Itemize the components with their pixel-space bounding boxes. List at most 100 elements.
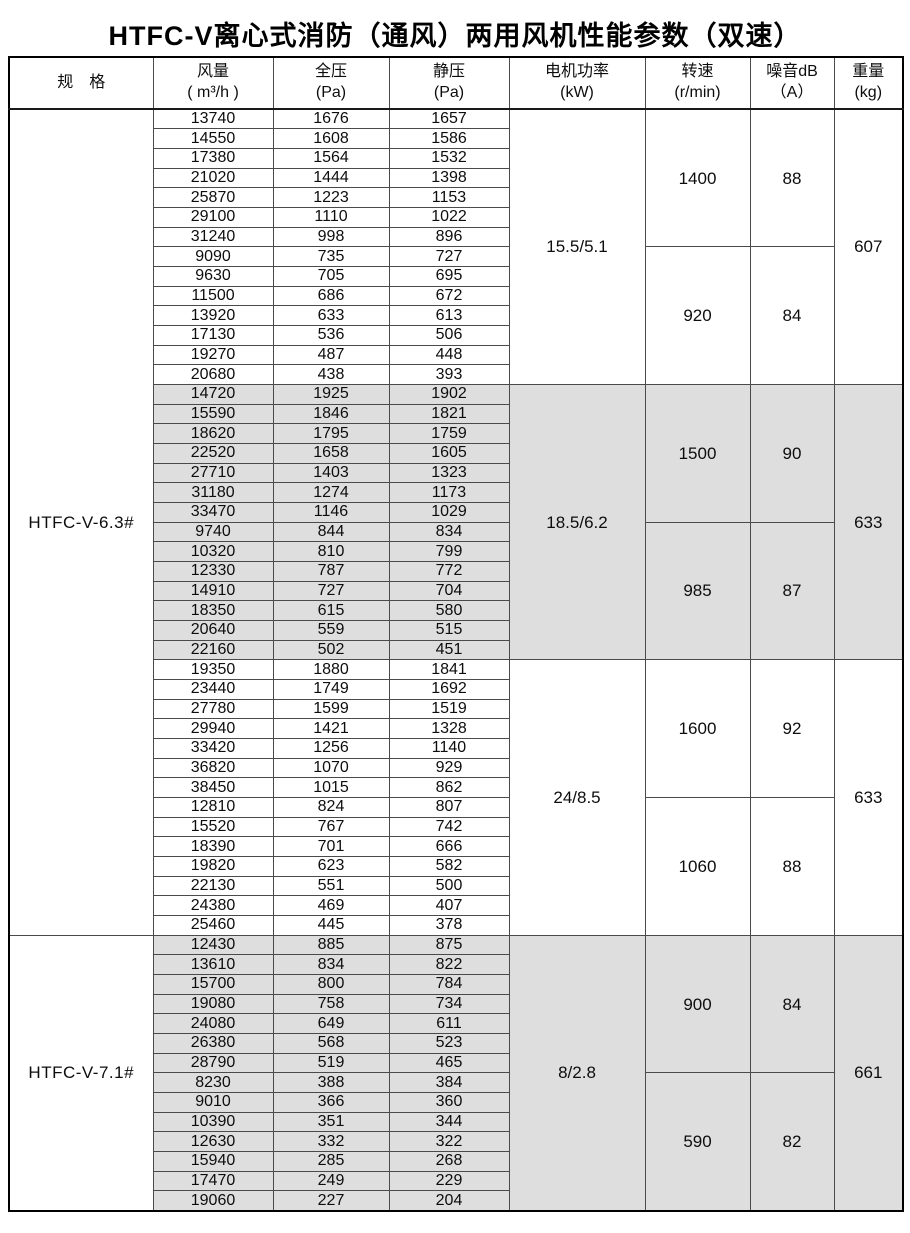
total-pressure-cell: 1403 — [272, 462, 390, 484]
static-pressure-cell: 1022 — [388, 206, 510, 228]
total-pressure-cell: 1444 — [272, 167, 390, 189]
power-cell: 24/8.5 — [508, 659, 646, 936]
total-pressure-cell: 551 — [272, 875, 390, 897]
table-row: 18390 701 666 — [9, 836, 903, 858]
table-row: 31180 1274 1173 — [9, 482, 903, 503]
airflow-cell: 17470 — [152, 1170, 274, 1192]
airflow-cell: 14910 — [152, 580, 274, 602]
total-pressure-cell: 1608 — [272, 128, 390, 149]
static-pressure-cell: 1519 — [388, 698, 510, 720]
header-speed: 转速 (r/min) — [644, 56, 751, 110]
total-pressure-cell: 767 — [272, 816, 390, 838]
table-row: 28790 519 465 — [9, 1052, 903, 1074]
table-row: 27710 1403 1323 — [9, 462, 903, 484]
total-pressure-cell: 727 — [272, 580, 390, 602]
table-row: 12330 787 772 — [9, 560, 903, 582]
header-motor-power-line1: 电机功率 — [544, 63, 609, 81]
total-pressure-cell: 1925 — [272, 383, 390, 405]
table-row: HTFC-V-7.1# 12430 885 875 8/2.8 900 84 661 — [8, 934, 904, 1212]
table-row: 29100 1110 1022 — [9, 206, 903, 228]
header-total-pressure-line1: 全压 — [314, 63, 347, 81]
weight-cell: 633 — [833, 383, 904, 661]
airflow-cell: 10390 — [152, 1111, 274, 1133]
total-pressure-cell: 351 — [272, 1111, 390, 1133]
airflow-cell: 22130 — [152, 875, 274, 897]
airflow-cell: 22520 — [152, 442, 274, 464]
total-pressure-cell: 701 — [272, 836, 390, 858]
static-pressure-cell: 1692 — [388, 678, 510, 700]
header-weight: 重量 (kg) — [833, 56, 904, 110]
weight-cell: 633 — [833, 659, 904, 936]
total-pressure-cell: 332 — [272, 1131, 390, 1153]
header-airflow-line2: ( m³/h ) — [187, 84, 239, 101]
airflow-cell: 24380 — [152, 895, 274, 917]
static-pressure-cell: 1140 — [388, 738, 510, 759]
static-pressure-cell: 229 — [388, 1170, 510, 1192]
airflow-cell: 9630 — [152, 265, 274, 287]
table-row: 29940 1421 1328 — [9, 718, 903, 739]
static-pressure-cell: 393 — [388, 364, 510, 385]
static-pressure-cell: 1173 — [388, 482, 510, 503]
static-pressure-cell: 448 — [388, 344, 510, 366]
airflow-cell: 9740 — [152, 521, 274, 543]
static-pressure-cell: 344 — [388, 1111, 510, 1133]
static-pressure-cell: 465 — [388, 1052, 510, 1074]
static-pressure-cell: 1821 — [388, 403, 510, 425]
noise-cell: 84 — [749, 934, 835, 1074]
airflow-cell: 27780 — [152, 698, 274, 720]
total-pressure-cell: 885 — [272, 934, 390, 956]
static-pressure-cell: 204 — [388, 1190, 510, 1212]
speed-cell: 1060 — [644, 797, 751, 936]
static-pressure-cell: 1153 — [388, 187, 510, 208]
airflow-cell: 15520 — [152, 816, 274, 838]
header-spec: 规 格 — [8, 56, 154, 110]
airflow-cell: 31240 — [152, 226, 274, 248]
airflow-cell: 33470 — [152, 501, 274, 523]
total-pressure-cell: 844 — [272, 521, 390, 543]
airflow-cell: 8230 — [152, 1072, 274, 1094]
total-pressure-cell: 568 — [272, 1033, 390, 1054]
table-row: 15590 1846 1821 — [9, 403, 903, 425]
static-pressure-cell: 772 — [388, 560, 510, 582]
table-row: 12630 332 322 — [9, 1131, 903, 1153]
table-row: 22520 1658 1605 — [9, 442, 903, 464]
airflow-cell: 18350 — [152, 600, 274, 621]
table-row: 20640 559 515 — [9, 619, 903, 641]
static-pressure-cell: 834 — [388, 521, 510, 543]
header-noise: 噪音dB （A） — [749, 56, 835, 110]
static-pressure-cell: 1398 — [388, 167, 510, 189]
table-row: 19820 623 582 — [9, 856, 903, 877]
static-pressure-cell: 582 — [388, 856, 510, 877]
airflow-cell: 19060 — [152, 1190, 274, 1212]
static-pressure-cell: 1328 — [388, 718, 510, 739]
power-cell: 15.5/5.1 — [508, 108, 646, 385]
total-pressure-cell: 388 — [272, 1072, 390, 1094]
static-pressure-cell: 666 — [388, 836, 510, 858]
table-row: 19080 758 734 — [9, 993, 903, 1015]
static-pressure-cell: 704 — [388, 580, 510, 602]
speed-cell: 1400 — [644, 108, 751, 248]
airflow-cell: 17380 — [152, 147, 274, 169]
table-row: 36820 1070 929 — [9, 757, 903, 779]
airflow-cell: 33420 — [152, 738, 274, 759]
static-pressure-cell: 742 — [388, 816, 510, 838]
airflow-cell: 15590 — [152, 403, 274, 425]
static-pressure-cell: 784 — [388, 974, 510, 995]
airflow-cell: 23440 — [152, 678, 274, 700]
total-pressure-cell: 623 — [272, 856, 390, 877]
static-pressure-cell: 727 — [388, 246, 510, 267]
speed-cell: 900 — [644, 934, 751, 1074]
static-pressure-cell: 407 — [388, 895, 510, 917]
total-pressure-cell: 800 — [272, 974, 390, 995]
total-pressure-cell: 787 — [272, 560, 390, 582]
airflow-cell: 9010 — [152, 1092, 274, 1113]
weight-cell: 607 — [833, 108, 904, 385]
total-pressure-cell: 1795 — [272, 423, 390, 444]
total-pressure-cell: 810 — [272, 541, 390, 562]
speed-cell: 920 — [644, 246, 751, 385]
total-pressure-cell: 502 — [272, 639, 390, 661]
table-row: 18620 1795 1759 — [9, 423, 903, 444]
total-pressure-cell: 1749 — [272, 678, 390, 700]
static-pressure-cell: 672 — [388, 285, 510, 307]
